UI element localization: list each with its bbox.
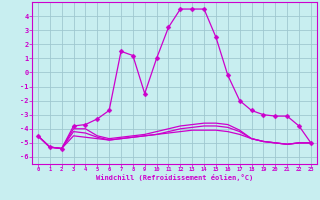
X-axis label: Windchill (Refroidissement éolien,°C): Windchill (Refroidissement éolien,°C) [96,174,253,181]
